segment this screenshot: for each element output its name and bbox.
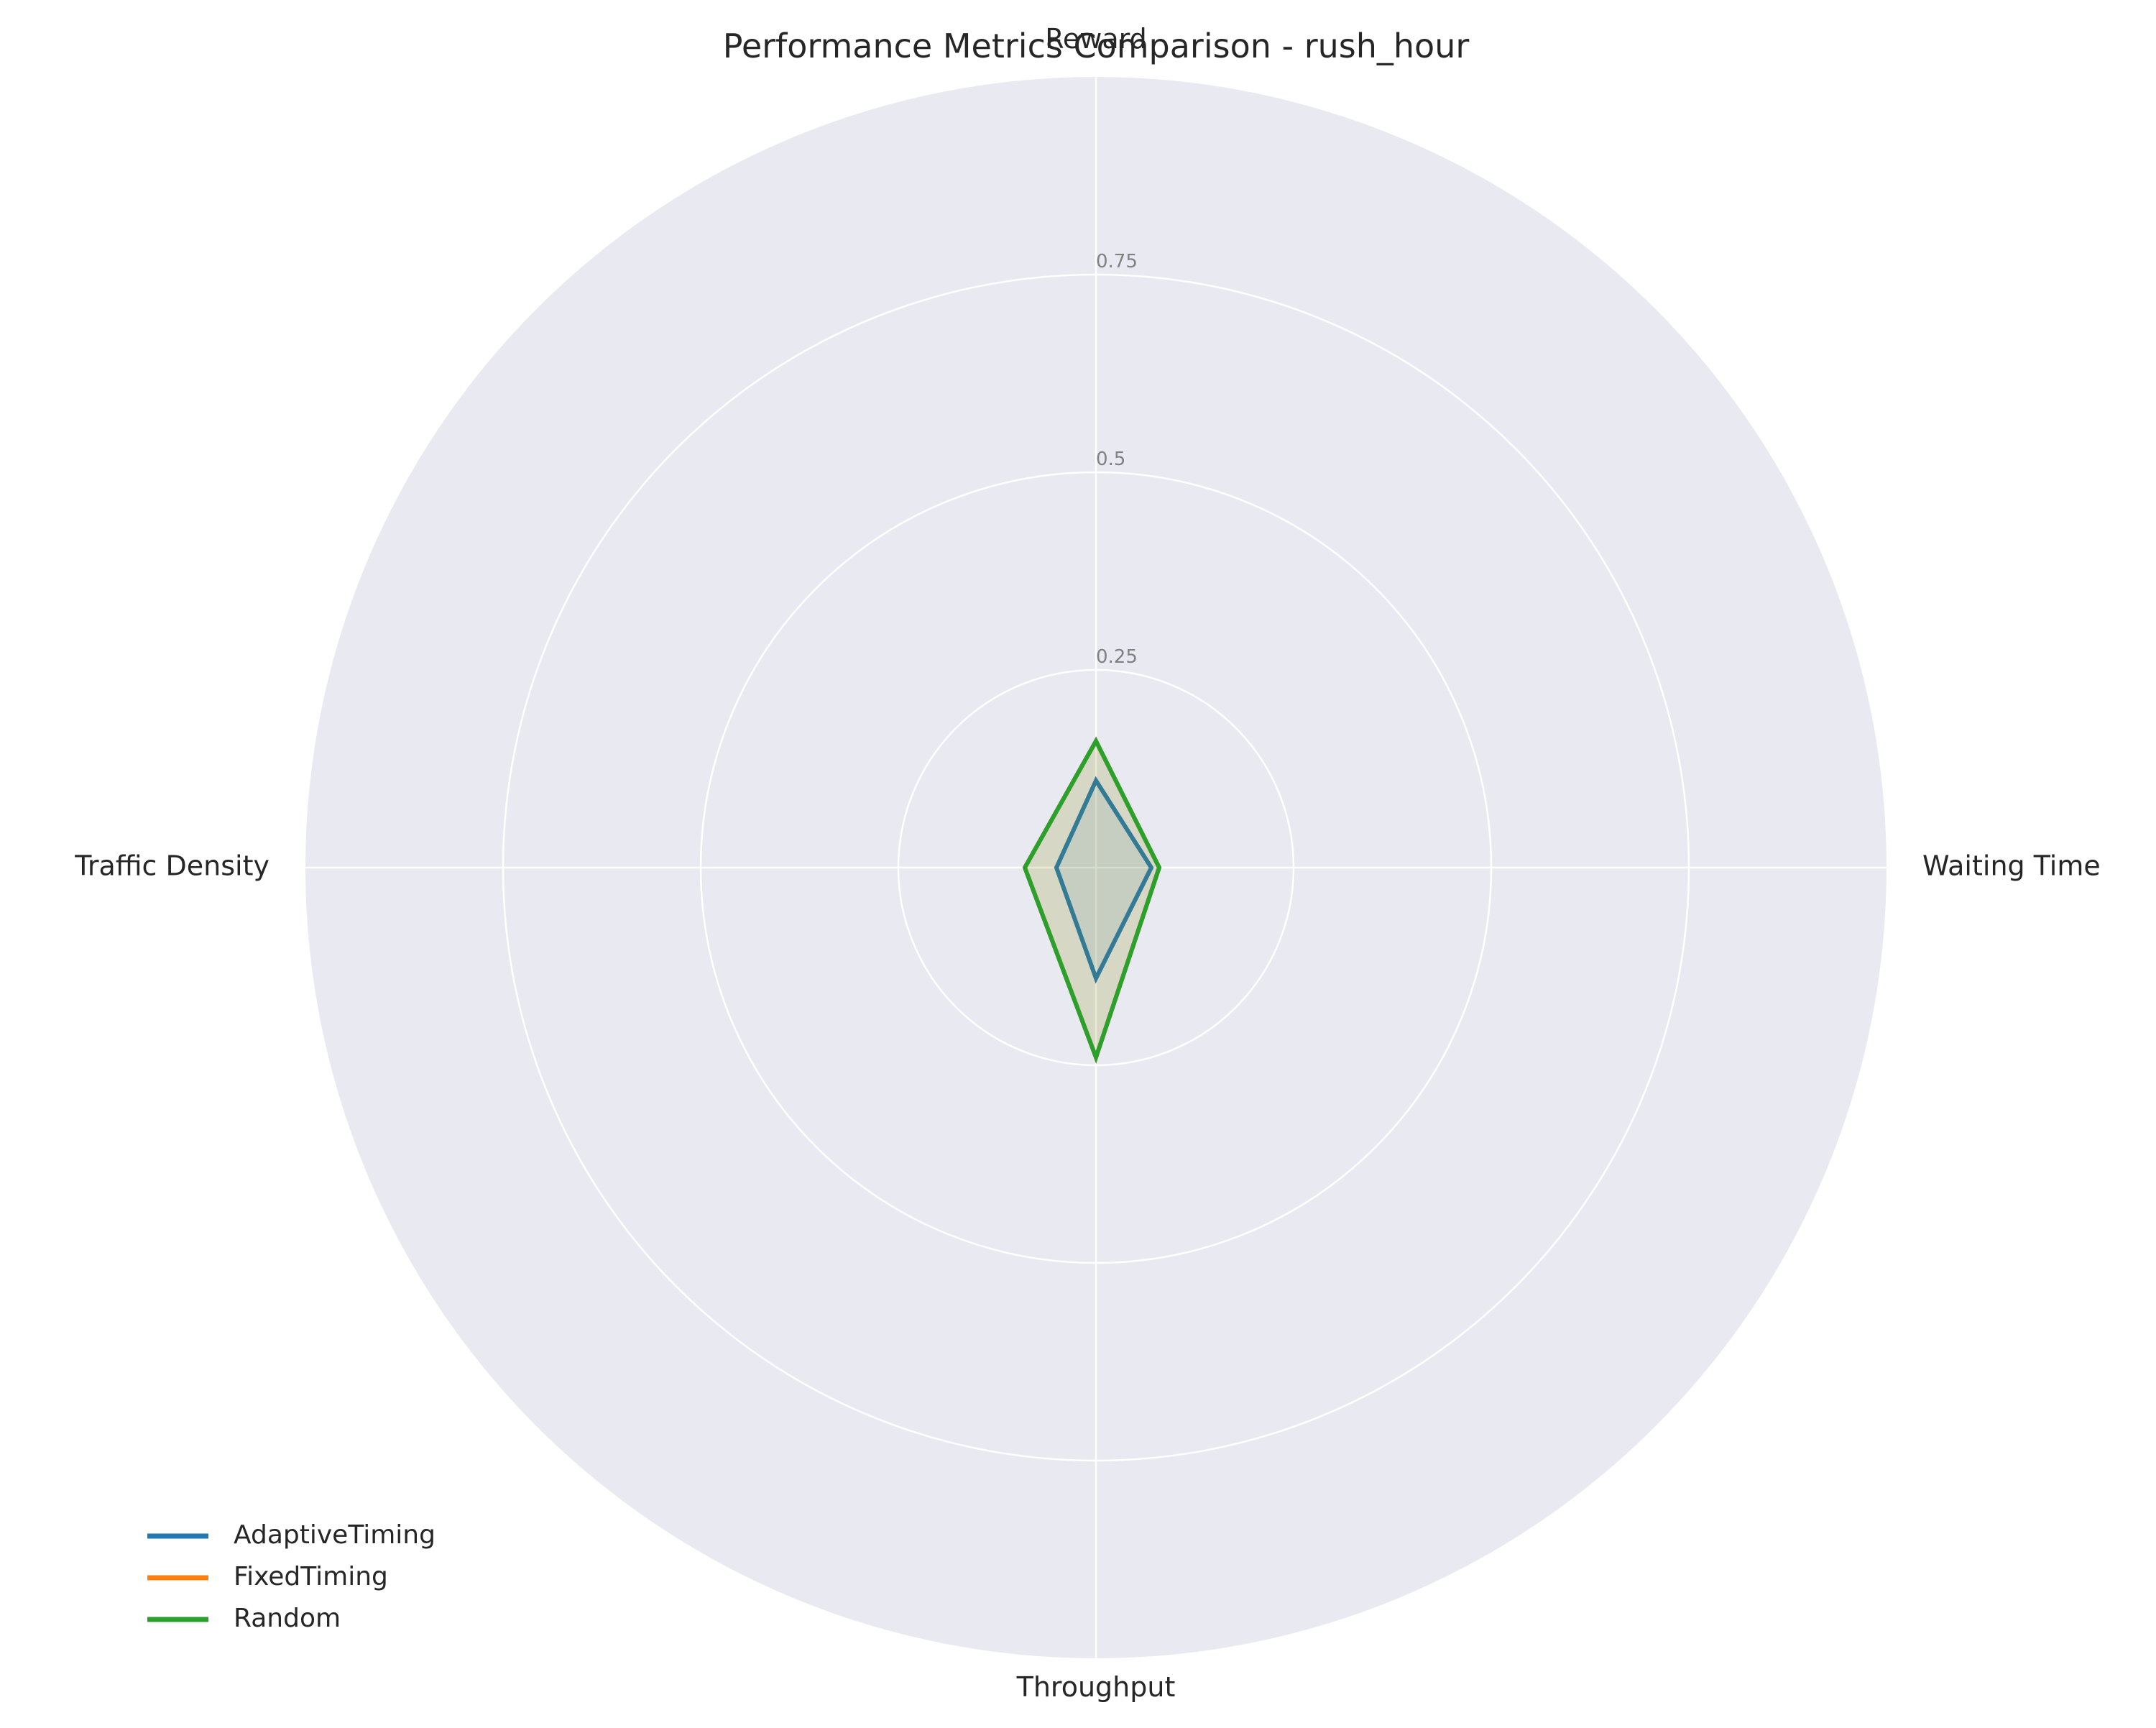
- series-AdaptiveTiming: [1054, 776, 1154, 984]
- series-line: [1022, 736, 1162, 1064]
- legend-label: FixedTiming: [234, 1562, 388, 1591]
- series-area: [1025, 741, 1159, 1057]
- axis-label: Reward: [1045, 23, 1147, 55]
- series-area: [1025, 741, 1159, 1057]
- axis-label: Throughput: [1016, 1671, 1176, 1703]
- legend-item: AdaptiveTiming: [147, 1520, 436, 1550]
- legend-label: Random: [234, 1604, 341, 1633]
- series-line: [1054, 776, 1154, 984]
- radial-tick-label: 0.25: [1096, 646, 1138, 668]
- series-layer: [1022, 736, 1162, 1064]
- radial-tick-labels: 0.25 0.5 0.75: [1096, 251, 1138, 668]
- legend: AdaptiveTiming FixedTiming Random: [147, 1520, 436, 1633]
- axis-label: Waiting Time: [1922, 850, 2101, 882]
- legend-label: AdaptiveTiming: [234, 1520, 436, 1550]
- chart-title: Performance Metrics Comparison - rush_ho…: [723, 27, 1470, 65]
- polar-grid: [305, 77, 1886, 1658]
- axis-label: Traffic Density: [74, 850, 270, 882]
- series-Random: [1022, 736, 1162, 1064]
- legend-item: Random: [147, 1604, 341, 1633]
- axis-labels: Reward Waiting Time Throughput Traffic Dens…: [74, 23, 2100, 1703]
- radial-tick-label: 0.75: [1096, 251, 1138, 272]
- radial-tick-label: 0.5: [1096, 449, 1125, 470]
- legend-item: FixedTiming: [147, 1562, 388, 1591]
